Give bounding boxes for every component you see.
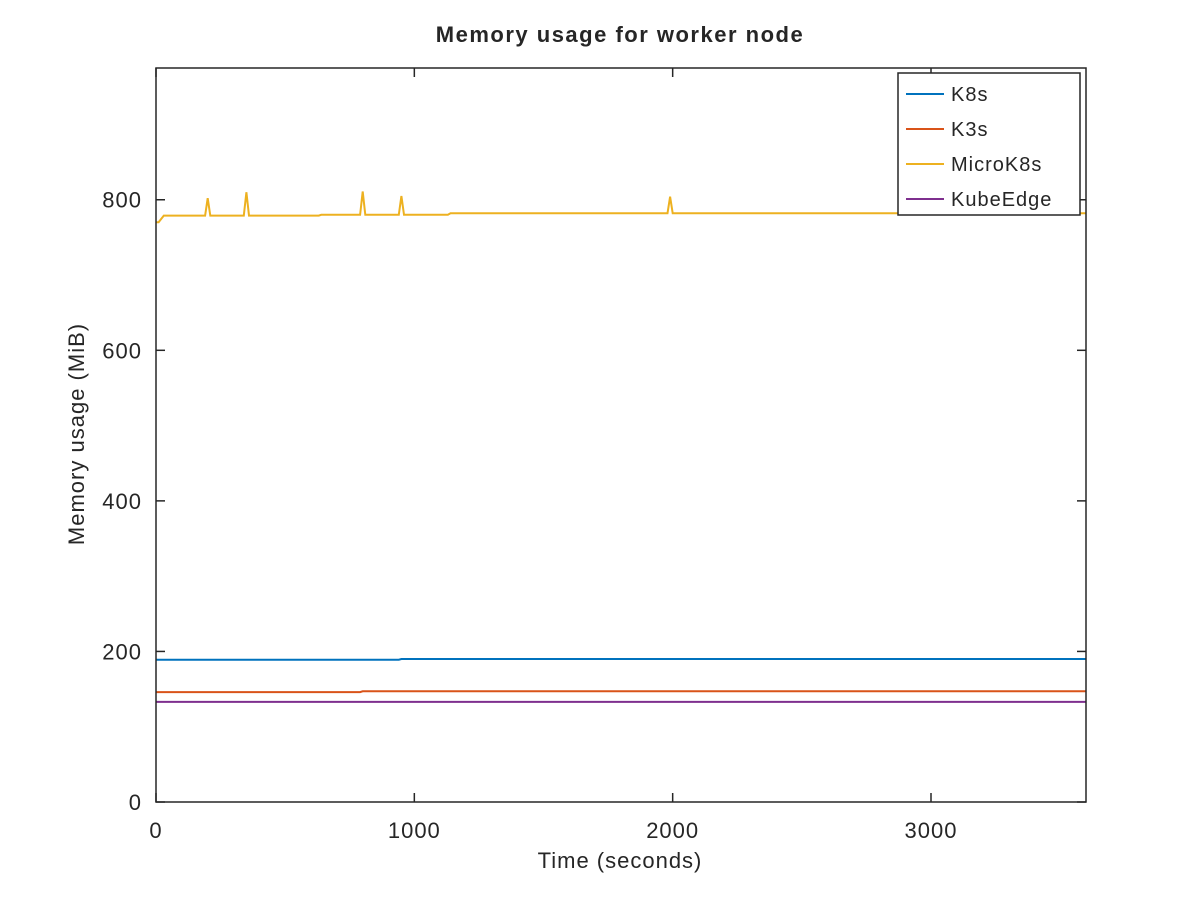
series-line-k3s: [156, 690, 1086, 694]
y-tick-label: 200: [102, 639, 142, 664]
x-tick-label: 3000: [905, 818, 958, 843]
axes-frame: [155, 67, 1087, 803]
legend-label-kubeedge: KubeEdge: [951, 189, 1052, 211]
legend-label-k3s: K3s: [951, 119, 988, 141]
y-axis-label: Memory usage (MiB): [64, 323, 89, 545]
x-tick-label: 0: [149, 818, 162, 843]
legend: K8s K3s MicroK8s KubeEdge: [897, 72, 1081, 216]
x-axis-label: Time (seconds): [538, 848, 703, 873]
chart-title: Memory usage for worker node: [436, 22, 804, 47]
legend-box: [897, 72, 1081, 216]
series-line-microk8s: [156, 191, 1086, 224]
x-tick-label: 2000: [646, 818, 699, 843]
x-tick-label: 1000: [388, 818, 441, 843]
y-tick-label: 600: [102, 338, 142, 363]
legend-label-microk8s: MicroK8s: [951, 154, 1042, 176]
plot-area: [156, 191, 1086, 703]
y-tick-label: 400: [102, 489, 142, 514]
legend-label-k8s: K8s: [951, 84, 988, 106]
series-line-k8s: [156, 658, 1086, 661]
axes: 0 1000 2000 3000 0 200 400 600 800: [102, 67, 1087, 843]
y-tick-label: 800: [102, 188, 142, 213]
y-tick-label: 0: [129, 790, 142, 815]
